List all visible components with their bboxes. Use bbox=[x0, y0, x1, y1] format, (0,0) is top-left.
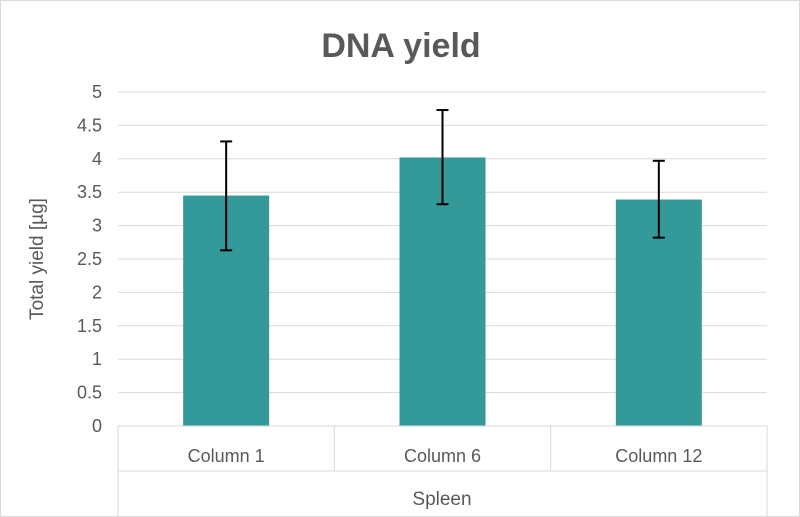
x-tick-label: Column 1 bbox=[188, 446, 265, 466]
x-tick-label: Column 12 bbox=[615, 446, 702, 466]
y-tick-label: 2 bbox=[92, 282, 102, 302]
group-label: Spleen bbox=[412, 489, 471, 510]
y-axis-title: Total yield [µg] bbox=[27, 198, 48, 320]
error-bar bbox=[652, 159, 665, 239]
error-bars bbox=[220, 109, 665, 252]
error-bar bbox=[436, 109, 449, 206]
chart-title: DNA yield bbox=[321, 27, 480, 65]
y-tick-label: 4.5 bbox=[77, 115, 102, 135]
y-tick-label: 3 bbox=[92, 216, 102, 236]
y-tick-labels: 0 0.5 1 1.5 2 2.5 3 3.5 4 4.5 5 bbox=[77, 82, 102, 436]
y-tick-label: 1 bbox=[92, 349, 102, 369]
y-tick-label: 2.5 bbox=[77, 249, 102, 269]
y-tick-label: 0 bbox=[92, 416, 102, 436]
category-axis bbox=[117, 425, 768, 516]
y-tick-label: 3.5 bbox=[77, 182, 102, 202]
error-bar bbox=[220, 140, 233, 252]
y-tick-label: 0.5 bbox=[77, 383, 102, 403]
y-tick-label: 1.5 bbox=[77, 316, 102, 336]
y-tick-label: 5 bbox=[92, 82, 102, 102]
y-tick-label: 4 bbox=[92, 149, 102, 169]
x-tick-label: Column 6 bbox=[404, 446, 481, 466]
x-tick-labels: Column 1 Column 6 Column 12 bbox=[188, 446, 703, 466]
